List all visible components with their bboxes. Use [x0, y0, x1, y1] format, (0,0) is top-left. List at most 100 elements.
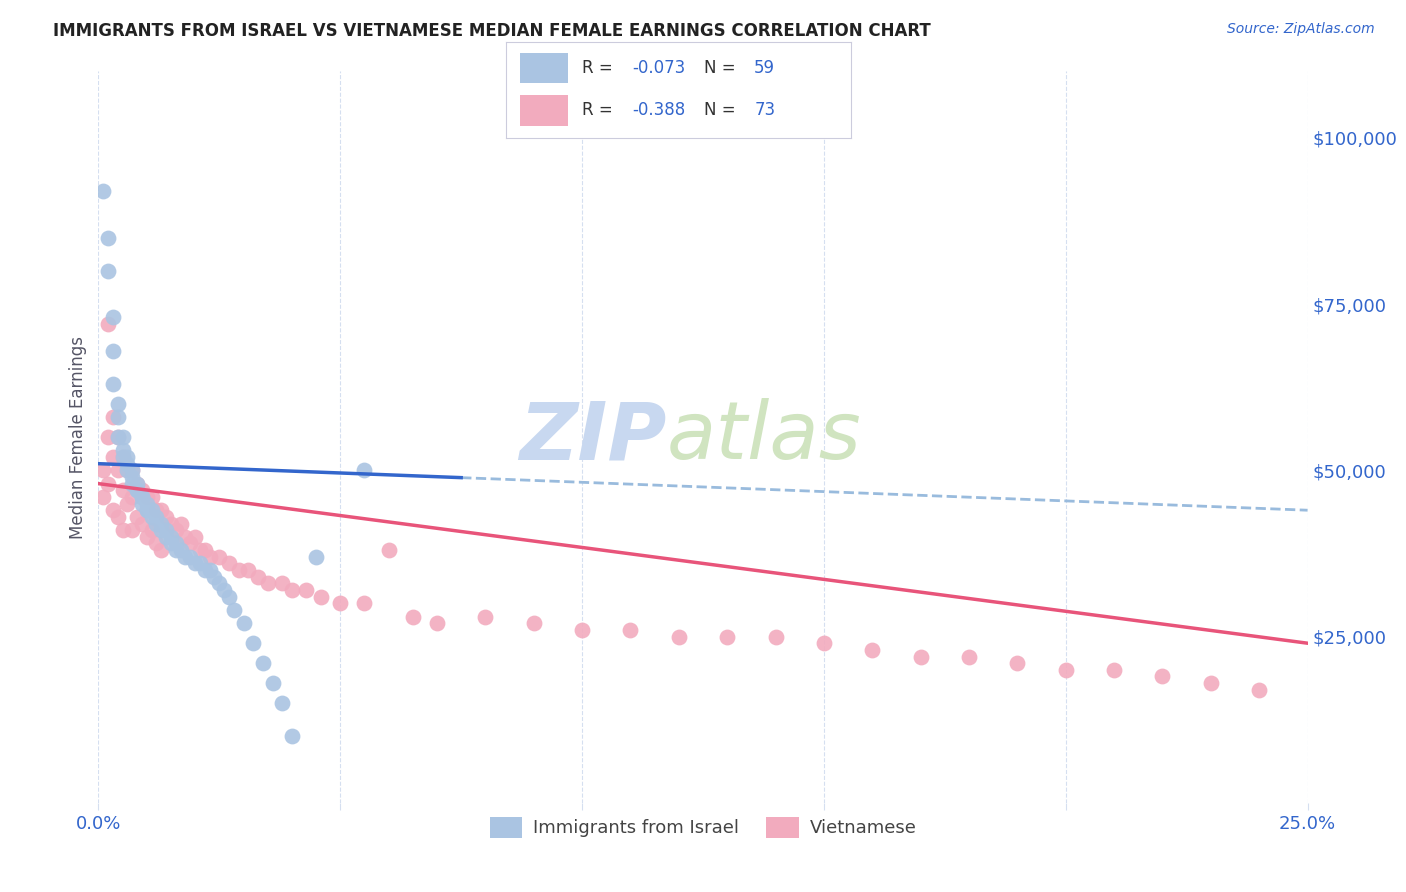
Point [121, 476, 143, 491]
Text: 59: 59 [754, 59, 775, 77]
Point [228, 563, 250, 577]
Point [247, 570, 270, 584]
Point [97, 476, 120, 491]
Text: -0.073: -0.073 [631, 59, 685, 77]
Point [135, 490, 157, 504]
Point [141, 523, 163, 537]
Text: Source: ZipAtlas.com: Source: ZipAtlas.com [1227, 22, 1375, 37]
Point [179, 536, 201, 550]
Point [121, 463, 143, 477]
Point [127, 483, 149, 498]
Point [127, 509, 149, 524]
Point [111, 430, 134, 444]
Point [212, 582, 235, 597]
Point [117, 497, 139, 511]
Point [155, 530, 177, 544]
Point [910, 649, 932, 664]
Point [97, 230, 120, 244]
Point [97, 430, 120, 444]
Point [111, 443, 134, 458]
Point [135, 530, 157, 544]
Point [1199, 676, 1222, 690]
Point [101, 376, 124, 391]
Point [218, 557, 240, 571]
Point [117, 463, 139, 477]
Point [262, 676, 284, 690]
Point [571, 623, 593, 637]
Point [188, 557, 211, 571]
Point [238, 563, 260, 577]
Point [619, 623, 641, 637]
Point [169, 516, 191, 531]
Point [242, 636, 264, 650]
Point [127, 483, 149, 498]
Point [155, 509, 177, 524]
Point [131, 497, 153, 511]
Point [107, 509, 129, 524]
Point [281, 582, 304, 597]
Point [127, 476, 149, 491]
Point [523, 616, 546, 631]
Point [1102, 663, 1125, 677]
Point [957, 649, 980, 664]
Point [208, 549, 231, 564]
Point [150, 523, 173, 537]
Point [1249, 682, 1271, 697]
Point [232, 616, 254, 631]
Point [121, 470, 143, 484]
Point [305, 549, 328, 564]
Point [194, 543, 217, 558]
Point [426, 616, 449, 631]
Text: ZIP: ZIP [519, 398, 666, 476]
Point [474, 609, 496, 624]
Point [127, 476, 149, 491]
Point [160, 516, 183, 531]
Point [295, 582, 318, 597]
Point [117, 463, 139, 477]
Point [165, 523, 187, 537]
Point [194, 563, 217, 577]
Text: R =: R = [582, 102, 619, 120]
Point [91, 490, 114, 504]
Point [198, 549, 221, 564]
Point [145, 536, 167, 550]
Point [179, 549, 201, 564]
Point [141, 509, 163, 524]
Point [101, 503, 124, 517]
Point [141, 503, 163, 517]
Point [150, 516, 173, 531]
Point [121, 490, 143, 504]
Point [107, 463, 129, 477]
Point [218, 590, 240, 604]
Point [111, 450, 134, 464]
Point [1007, 656, 1029, 670]
Point [174, 530, 197, 544]
FancyBboxPatch shape [520, 53, 568, 83]
Point [765, 630, 787, 644]
Point [271, 576, 294, 591]
Point [97, 264, 120, 278]
Point [145, 516, 167, 531]
Point [716, 630, 738, 644]
Point [813, 636, 835, 650]
Point [198, 563, 221, 577]
Point [329, 596, 352, 610]
Point [222, 603, 245, 617]
Point [281, 729, 304, 743]
Point [107, 430, 129, 444]
Point [111, 483, 134, 498]
Point [101, 310, 124, 325]
FancyBboxPatch shape [520, 95, 568, 126]
Point [145, 503, 167, 517]
Text: N =: N = [704, 59, 741, 77]
Point [252, 656, 274, 670]
Point [97, 317, 120, 331]
Point [131, 490, 153, 504]
Text: IMMIGRANTS FROM ISRAEL VS VIETNAMESE MEDIAN FEMALE EARNINGS CORRELATION CHART: IMMIGRANTS FROM ISRAEL VS VIETNAMESE MED… [53, 22, 931, 40]
Point [188, 543, 211, 558]
Point [165, 543, 187, 558]
Point [141, 490, 163, 504]
Point [101, 410, 124, 425]
Text: N =: N = [704, 102, 741, 120]
Point [402, 609, 425, 624]
